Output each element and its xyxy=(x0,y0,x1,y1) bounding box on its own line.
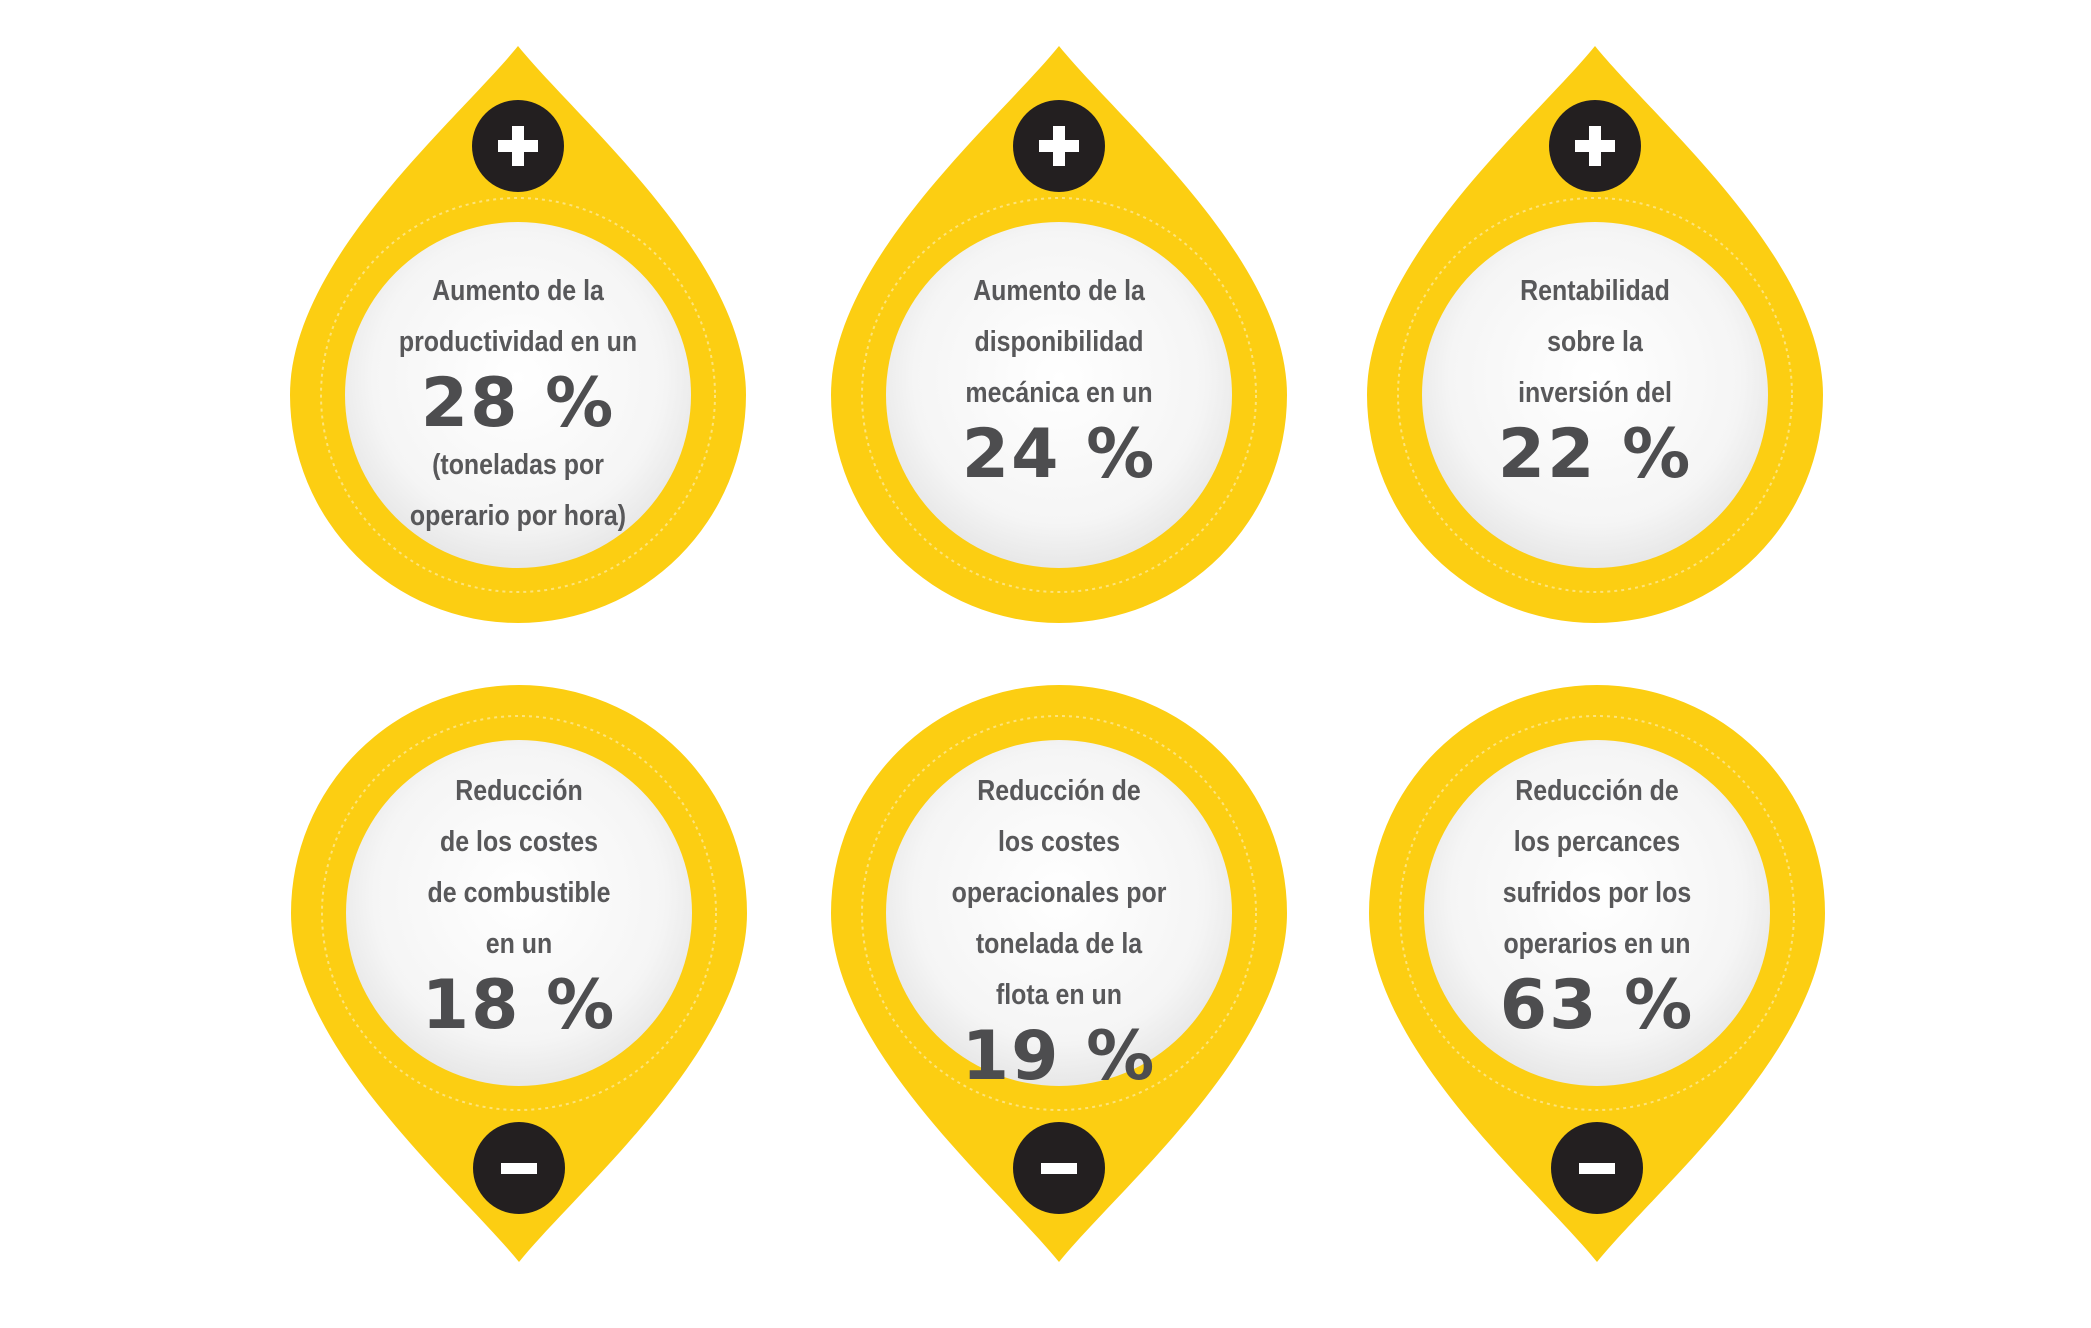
drop-shape xyxy=(831,685,1287,1262)
metric-value: 24 % xyxy=(961,415,1157,494)
metric-text: Reducción de los costes de combustible en u… xyxy=(369,766,669,1042)
metric-note-line: (toneladas por xyxy=(432,449,604,481)
metric-label-line: sufridos por los xyxy=(1502,877,1692,909)
metric-label-line: de los costes xyxy=(439,826,599,858)
minus-icon xyxy=(1013,1122,1105,1214)
metric-value: 18 % xyxy=(421,966,617,1045)
drop-shape xyxy=(290,46,746,623)
metric-label-line: sobre la xyxy=(1547,326,1643,358)
minus-icon xyxy=(473,1122,565,1214)
metric-label-line: tonelada de la xyxy=(975,928,1143,960)
metric-note-line: operario por hora) xyxy=(409,500,627,532)
metric-value: 19 % xyxy=(961,1017,1157,1096)
metric-label-line: los costes xyxy=(998,826,1120,858)
drop-shape xyxy=(1367,46,1823,623)
metric-label-line: los percances xyxy=(1513,826,1681,858)
inner-circle xyxy=(886,740,1232,1086)
drop-shape xyxy=(1369,685,1825,1262)
metric-label-line: Rentabilidad xyxy=(1520,275,1670,307)
metric-label-line: Aumento de la xyxy=(432,275,604,307)
dashed-ring xyxy=(861,197,1257,593)
minus-icon xyxy=(1551,1122,1643,1214)
inner-circle xyxy=(886,222,1232,568)
metric-label-line: Reducción de xyxy=(1515,775,1679,807)
metric-text: Aumento de la productividad en un 28 % (ton… xyxy=(368,266,668,542)
inner-circle xyxy=(346,740,692,1086)
metric-text: Rentabilidad sobre la inversión del 22 % xyxy=(1445,266,1745,491)
inner-circle xyxy=(1422,222,1768,568)
metric-card: Rentabilidad sobre la inversión del 22 % xyxy=(1365,40,1825,640)
inner-circle xyxy=(1424,740,1770,1086)
dashed-ring xyxy=(321,715,717,1111)
metric-label-line: Aumento de la xyxy=(973,275,1145,307)
metric-value: 63 % xyxy=(1499,966,1695,1045)
plus-icon xyxy=(1013,100,1105,192)
drop-shape xyxy=(291,685,747,1262)
metric-card: Reducción de los costes de combustible en u… xyxy=(289,668,749,1268)
dashed-ring xyxy=(320,197,716,593)
metric-card: Reducción de los percances sufridos por lo… xyxy=(1367,668,1827,1268)
metric-label-line: disponibilidad xyxy=(974,326,1144,358)
metric-label-line: inversión del xyxy=(1518,377,1672,409)
metric-label-line: operarios en un xyxy=(1503,928,1691,960)
metric-label-line: Reducción xyxy=(455,775,583,807)
metric-label-line: de combustible xyxy=(427,877,611,909)
plus-icon xyxy=(1549,100,1641,192)
metric-label-line: productividad en un xyxy=(398,326,638,358)
metric-label-line: mecánica en un xyxy=(965,377,1153,409)
metric-text: Aumento de la disponibilidad mecánica en u… xyxy=(909,266,1209,491)
metric-card: Aumento de la productividad en un 28 % (ton… xyxy=(288,40,748,640)
metric-label-line: flota en un xyxy=(995,979,1123,1011)
metric-card: Aumento de la disponibilidad mecánica en u… xyxy=(829,40,1289,640)
dashed-ring xyxy=(1399,715,1795,1111)
metric-value: 22 % xyxy=(1497,415,1693,494)
metric-text: Reducción de los percances sufridos por lo… xyxy=(1447,766,1747,1042)
metric-label-line: operacionales por xyxy=(951,877,1167,909)
metric-label-line: Reducción de xyxy=(977,775,1141,807)
plus-icon xyxy=(472,100,564,192)
dashed-ring xyxy=(861,715,1257,1111)
metric-label-line: en un xyxy=(485,928,553,960)
drop-shape xyxy=(831,46,1287,623)
metric-card: Reducción de los costes operacionales por t… xyxy=(829,668,1289,1268)
dashed-ring xyxy=(1397,197,1793,593)
metric-text: Reducción de los costes operacionales por t… xyxy=(909,766,1209,1093)
metric-value: 28 % xyxy=(420,364,616,443)
inner-circle xyxy=(345,222,691,568)
